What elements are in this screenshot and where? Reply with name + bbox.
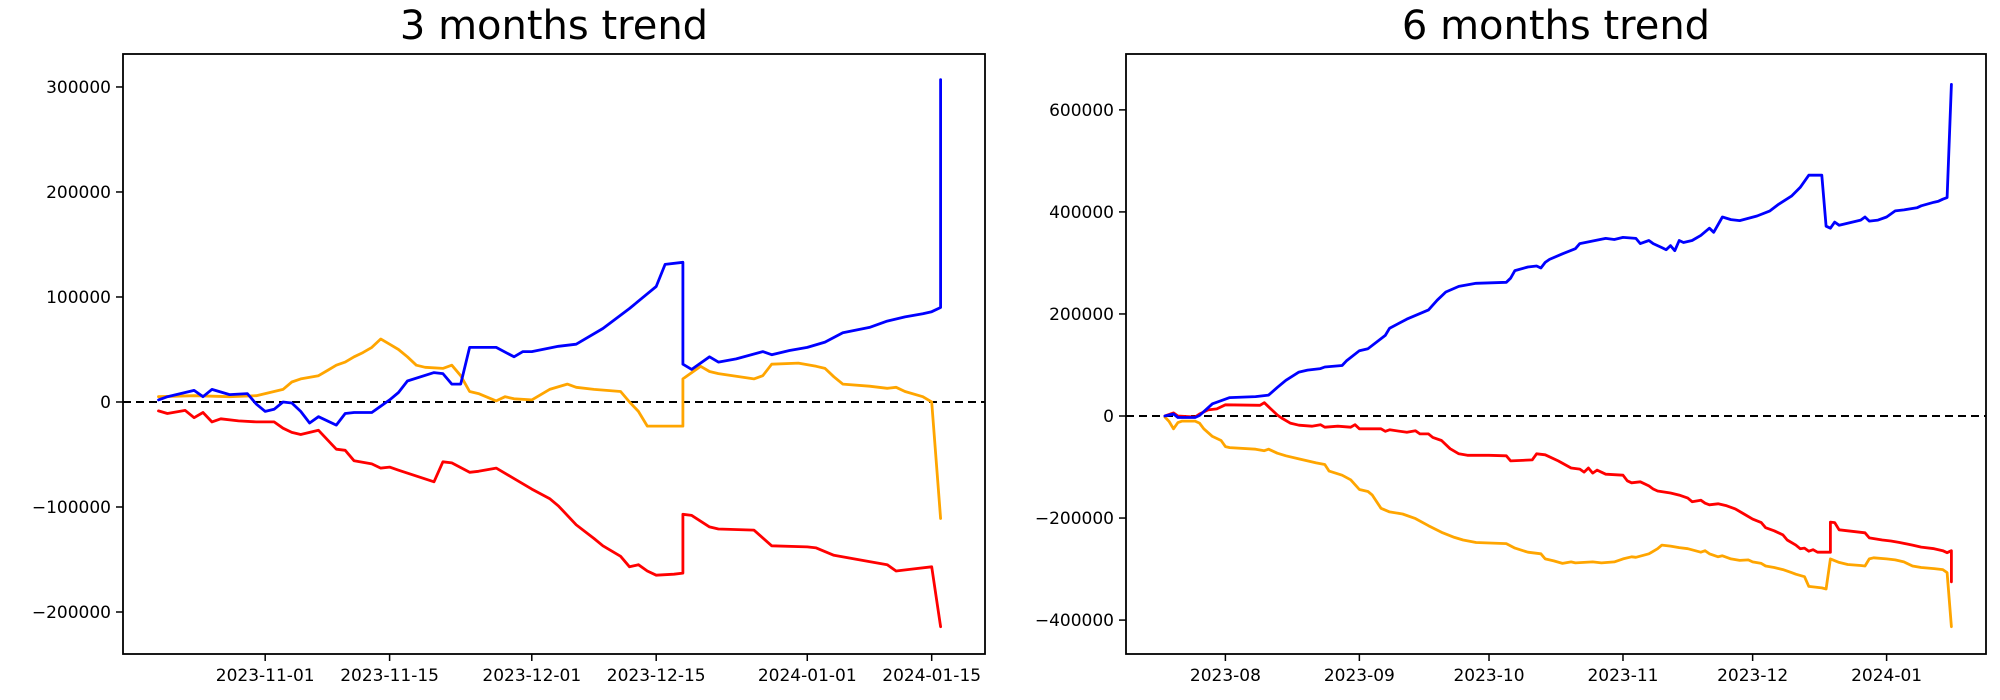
chart-title-3-months: 3 months trend bbox=[399, 3, 709, 49]
axes-frame bbox=[1125, 53, 1987, 655]
y-tick-label: 200000 bbox=[46, 183, 111, 203]
y-tick-label: 600000 bbox=[1049, 101, 1114, 121]
series-orange-line bbox=[1163, 415, 1953, 629]
chart-title-6-months: 6 months trend bbox=[1401, 3, 1711, 49]
x-tick-label: 2024-01 bbox=[1851, 666, 1922, 686]
y-tick-label: −100000 bbox=[32, 498, 111, 518]
x-tick-label: 2023-11 bbox=[1587, 666, 1658, 686]
x-tick-label: 2024-01-15 bbox=[882, 666, 981, 686]
chart-0: 2023-11-01 2023-11-15 2023-12-01 2023-12-15… bbox=[32, 53, 986, 686]
y-tick-label: 100000 bbox=[46, 288, 111, 308]
x-tick-label: 2023-08 bbox=[1190, 666, 1261, 686]
x-tick-label: 2023-12 bbox=[1717, 666, 1788, 686]
chart-1: 2023-08 2023-09 2023-10 2023-11 2023-12 2024-… bbox=[1035, 53, 1987, 686]
x-tick-label: 2023-12-15 bbox=[607, 666, 706, 686]
series-red-line bbox=[157, 408, 942, 629]
y-tick-label: 0 bbox=[1103, 407, 1114, 427]
y-tick-label: −200000 bbox=[1035, 509, 1114, 529]
axes-frame bbox=[122, 53, 986, 655]
y-tick-label: −400000 bbox=[1035, 611, 1114, 631]
x-tick-label: 2024-01-01 bbox=[758, 666, 857, 686]
series-red-line bbox=[1163, 401, 1953, 584]
x-tick-label: 2023-11-01 bbox=[216, 666, 315, 686]
x-tick-label: 2023-12-01 bbox=[482, 666, 581, 686]
y-tick-label: 400000 bbox=[1049, 203, 1114, 223]
series-blue-line bbox=[157, 78, 942, 427]
y-tick-label: 300000 bbox=[46, 78, 111, 98]
x-tick-label: 2023-09 bbox=[1324, 666, 1395, 686]
series-orange-line bbox=[157, 337, 942, 520]
x-tick-label: 2023-10 bbox=[1453, 666, 1524, 686]
x-tick-label: 2023-11-15 bbox=[340, 666, 439, 686]
y-tick-label: −200000 bbox=[32, 603, 111, 623]
series-blue-line bbox=[1163, 83, 1953, 419]
y-tick-label: 200000 bbox=[1049, 305, 1114, 325]
y-tick-label: 0 bbox=[100, 393, 111, 413]
